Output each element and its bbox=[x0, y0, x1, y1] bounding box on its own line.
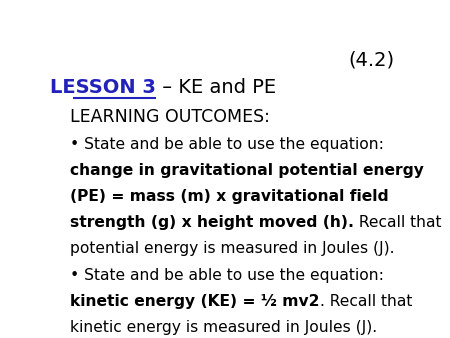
Text: potential energy is measured in Joules (J).: potential energy is measured in Joules (… bbox=[70, 241, 395, 256]
Text: LEARNING OUTCOMES:: LEARNING OUTCOMES: bbox=[70, 108, 270, 126]
Text: LESSON 3: LESSON 3 bbox=[50, 78, 156, 97]
Text: (4.2): (4.2) bbox=[348, 51, 395, 70]
Text: change in gravitational potential energy: change in gravitational potential energy bbox=[70, 163, 424, 178]
Text: (PE) = mass (m) x gravitational field: (PE) = mass (m) x gravitational field bbox=[70, 189, 389, 204]
Text: • State and be able to use the equation:: • State and be able to use the equation: bbox=[70, 137, 384, 152]
Text: – KE and PE: – KE and PE bbox=[156, 78, 276, 97]
Text: • State and be able to use the equation:: • State and be able to use the equation: bbox=[70, 268, 384, 283]
Text: . Recall that: . Recall that bbox=[320, 294, 412, 309]
Text: strength (g) x height moved (h).: strength (g) x height moved (h). bbox=[70, 215, 354, 230]
Text: kinetic energy (KE) = ½ mv2: kinetic energy (KE) = ½ mv2 bbox=[70, 294, 320, 309]
Text: kinetic energy is measured in Joules (J).: kinetic energy is measured in Joules (J)… bbox=[70, 320, 377, 335]
Text: Recall that: Recall that bbox=[354, 215, 442, 230]
